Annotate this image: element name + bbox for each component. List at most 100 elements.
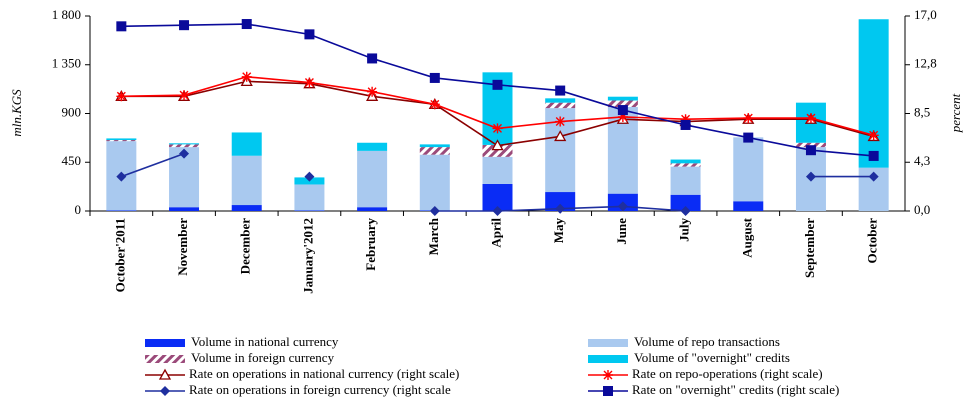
y-tick-label: 1 800 [52,7,81,22]
marker [617,111,628,122]
legend-item: Rate on operations in national currency … [145,366,459,381]
bar-segment [169,207,200,211]
marker [868,171,879,182]
marker [743,132,754,143]
marker [555,203,566,214]
marker [554,130,567,142]
marker [116,171,127,182]
bar-segment [294,184,325,211]
x-tick-label: May [551,218,566,244]
x-tick-label: February [363,218,378,271]
marker [555,85,566,96]
bar-segment [169,143,200,145]
legend-label: Rate on repo-operations (right scale) [632,366,823,381]
x-tick-label: January'2012 [300,218,315,294]
legend-label: Volume of repo transactions [634,334,780,349]
y-tick-label: 450 [62,153,82,168]
x-tick-label: October [865,218,880,264]
legend-swatch [145,339,185,347]
legend-label: Volume in national currency [191,334,339,349]
marker [179,148,190,159]
marker [179,20,190,31]
y2-tick-label: 4,3 [914,153,930,168]
y2-tick-label: 17,0 [914,7,937,22]
marker [241,19,252,30]
y2-tick-label: 8,5 [914,104,930,119]
bar-segment [294,210,325,211]
marker [805,113,816,124]
bar-segment [670,159,701,164]
bar-segment [733,137,764,202]
bar-segment [607,96,638,101]
marker [179,90,190,101]
marker [241,71,252,82]
marker [555,116,566,127]
legend-item: Rate on repo-operations (right scale) [588,366,823,381]
marker [492,206,503,216]
marker [160,386,170,396]
marker [304,171,315,182]
marker [743,113,754,124]
bar-segment [670,163,701,167]
x-tick-label: April [488,218,503,248]
legend-swatch [145,355,185,363]
marker [304,77,315,88]
marker [158,368,172,380]
x-tick-label: July [677,218,692,242]
marker [680,119,691,130]
y2-tick-label: 12,8 [914,56,937,71]
legend-label: Rate on operations in national currency … [189,366,459,381]
legend-item: Rate on operations in foreign currency (… [145,382,451,397]
marker [603,386,613,396]
legend-item: Volume in national currency [145,334,339,349]
marker [116,21,127,32]
bar-segment [106,140,137,142]
legend-swatch [588,339,628,347]
bar-segment [607,100,638,107]
bar-segment [482,156,513,184]
legend-swatch [588,355,628,363]
bar-segment [670,166,701,195]
x-tick-label: September [802,218,817,278]
x-tick-label: November [175,218,190,276]
marker [805,171,816,182]
x-tick-label: October'2011 [112,218,127,292]
legend-label: Volume of "overnight" credits [634,350,790,365]
x-tick-label: March [426,217,441,255]
bar-segment [231,132,262,156]
bar-segment [545,98,576,103]
bar-segment [482,144,513,157]
legend-item: Volume of "overnight" credits [588,350,790,365]
bar-segment [357,150,388,208]
bar-segment [795,142,826,148]
bar-segment [357,142,388,151]
marker [429,99,440,110]
bar-segment [419,154,450,211]
bar-segment [106,210,137,211]
bar-segment [858,19,889,168]
bar-segment [670,194,701,211]
bar-segment [545,102,576,109]
legend-item: Rate on "overnight" credits (right scale… [588,382,839,397]
y-tick-label: 1 350 [52,56,81,71]
bar-segment [419,144,450,148]
legend-label: Rate on "overnight" credits (right scale… [632,382,839,397]
y2-tick-label: 0,0 [914,202,930,217]
x-tick-label: June [614,218,629,245]
y-tick-label: 0 [75,202,82,217]
marker [367,86,378,97]
marker [429,72,440,83]
marker [805,145,816,156]
bar-segment [169,144,200,148]
marker [491,139,504,151]
legend-item: Volume in foreign currency [145,350,335,365]
bar-segment [357,207,388,211]
marker [680,206,691,216]
marker [603,370,613,380]
marker [492,79,503,90]
marker [304,29,315,40]
y-axis-label: mln.KGS [9,89,24,137]
x-tick-label: December [238,218,253,275]
bar-segment [106,138,137,141]
